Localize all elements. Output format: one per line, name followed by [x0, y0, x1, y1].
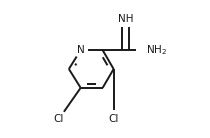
Text: Cl: Cl [108, 114, 119, 124]
Text: NH: NH [118, 14, 133, 24]
Text: Cl: Cl [54, 114, 64, 124]
Text: N: N [77, 45, 85, 55]
Text: NH$_2$: NH$_2$ [146, 43, 167, 57]
